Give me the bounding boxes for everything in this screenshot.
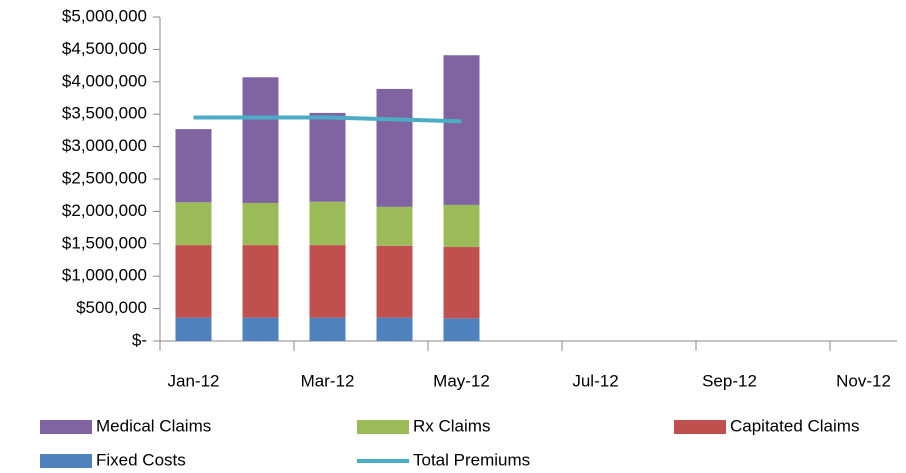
bar-segment (443, 204, 480, 248)
bar-segment (175, 129, 212, 203)
bar-segment (309, 245, 346, 318)
bar-segment (443, 55, 480, 205)
y-tick-label: $2,000,000 (62, 201, 147, 220)
y-tick-label: $5,000,000 (62, 6, 147, 25)
x-tick-label: May-12 (433, 371, 490, 390)
y-tick-label: $4,500,000 (62, 39, 147, 58)
bar-segment (376, 317, 413, 341)
x-tick-label: Mar-12 (301, 371, 355, 390)
legend-label: Fixed Costs (96, 450, 186, 469)
x-tick-label: Sep-12 (702, 371, 757, 390)
bar-segment (309, 112, 346, 202)
bar-segment (376, 88, 413, 207)
bar-segment (309, 317, 346, 341)
legend-label: Total Premiums (413, 450, 530, 469)
bar-segment (175, 202, 212, 246)
bar-segment (242, 77, 279, 203)
y-tick-label: $500,000 (76, 298, 147, 317)
bar-segment (443, 247, 480, 319)
bar-segment (175, 245, 212, 318)
bar-segment (376, 206, 413, 246)
legend-label: Rx Claims (413, 416, 490, 435)
bar-segment (309, 201, 346, 246)
x-tick-label: Jan-12 (168, 371, 220, 390)
y-tick-label: $- (132, 330, 147, 349)
bar-segment (242, 245, 279, 318)
legend-swatch (40, 420, 92, 434)
x-tick-label: Nov-12 (836, 371, 891, 390)
y-tick-label: $1,500,000 (62, 233, 147, 252)
bar-segment (376, 245, 413, 318)
bar-segment (242, 202, 279, 246)
bar-segment (175, 317, 212, 341)
bar-segment (242, 317, 279, 341)
y-tick-label: $1,000,000 (62, 266, 147, 285)
legend-swatch (40, 454, 92, 468)
bar-segment (443, 318, 480, 341)
y-tick-label: $3,500,000 (62, 104, 147, 123)
y-tick-label: $3,000,000 (62, 136, 147, 155)
x-tick-label: Jul-12 (572, 371, 618, 390)
line (193, 115, 462, 124)
y-tick-label: $2,500,000 (62, 168, 147, 187)
legend-swatch (357, 420, 409, 434)
legend-label: Medical Claims (96, 416, 211, 435)
y-tick-label: $4,000,000 (62, 71, 147, 90)
legend-label: Capitated Claims (730, 416, 859, 435)
legend-swatch (674, 420, 726, 434)
